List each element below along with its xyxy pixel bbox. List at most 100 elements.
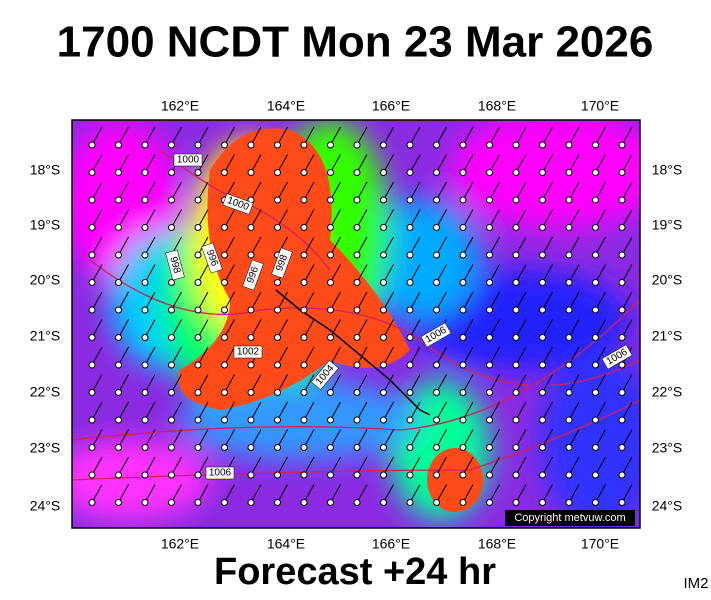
contour-label-box [242, 259, 264, 291]
station [380, 141, 387, 149]
station [353, 499, 361, 506]
station [194, 361, 202, 369]
station [194, 224, 202, 231]
station [353, 306, 361, 314]
station [300, 196, 308, 204]
station [300, 169, 308, 176]
station [274, 389, 281, 396]
station [115, 141, 122, 149]
station [115, 499, 122, 506]
station [88, 224, 96, 231]
latitude-label: 20°S [652, 272, 683, 288]
station [592, 334, 599, 341]
station [115, 471, 122, 479]
station [327, 279, 334, 286]
station [327, 306, 334, 314]
station [459, 471, 467, 479]
station [141, 224, 149, 231]
contour-label: 1006 [205, 466, 235, 480]
station [115, 444, 122, 451]
contour-label-box [420, 322, 452, 348]
station [141, 499, 149, 506]
station [459, 499, 467, 506]
station [274, 141, 281, 149]
station [512, 306, 520, 314]
copyright: Copyright metvuw.com [514, 512, 625, 524]
station [88, 334, 96, 341]
station [433, 251, 440, 259]
image-id: IM2 [683, 575, 708, 592]
station [221, 279, 228, 286]
latitude-label: 21°S [30, 328, 61, 344]
station [512, 416, 520, 424]
station [168, 416, 175, 424]
latitude-label: 23°S [652, 440, 683, 456]
station [141, 141, 149, 149]
station [459, 251, 467, 259]
station [618, 279, 626, 286]
station [539, 306, 546, 314]
latitude-label: 20°S [30, 272, 61, 288]
station [618, 334, 626, 341]
station [486, 416, 493, 424]
station [512, 499, 520, 506]
station [353, 361, 361, 369]
station [618, 389, 626, 396]
station [618, 416, 626, 424]
station [539, 224, 546, 231]
station [274, 499, 281, 506]
station [592, 196, 599, 204]
latitude-label: 18°S [652, 162, 683, 178]
station [512, 251, 520, 259]
latitude-label: 22°S [30, 384, 61, 400]
station [512, 389, 520, 396]
station [459, 306, 467, 314]
station [380, 444, 387, 451]
station [433, 224, 440, 231]
contour-label-box [222, 193, 254, 215]
station [115, 389, 122, 396]
station [300, 471, 308, 479]
station [380, 169, 387, 176]
station [327, 141, 334, 149]
station [115, 169, 122, 176]
title: 1700 NCDT Mon 23 Mar 2026 [57, 18, 654, 67]
station [141, 306, 149, 314]
station [327, 334, 334, 341]
station [592, 251, 599, 259]
station [380, 471, 387, 479]
station [592, 224, 599, 231]
station [221, 251, 228, 259]
contour-label-text: 1000 [177, 155, 200, 166]
contour-label-box [165, 249, 185, 281]
station [512, 444, 520, 451]
station [353, 251, 361, 259]
station [565, 416, 573, 424]
station [327, 389, 334, 396]
station [353, 444, 361, 451]
station [433, 361, 440, 369]
station [486, 141, 493, 149]
station [274, 416, 281, 424]
station [194, 334, 202, 341]
station [194, 499, 202, 506]
longitude-label: 168°E [478, 98, 516, 114]
station [274, 279, 281, 286]
station [115, 361, 122, 369]
station [539, 251, 546, 259]
station [486, 334, 493, 341]
station [406, 444, 414, 451]
station [512, 361, 520, 369]
station [88, 499, 96, 506]
station [565, 334, 573, 341]
station [406, 361, 414, 369]
station [300, 279, 308, 286]
station [406, 169, 414, 176]
latitude-label: 18°S [30, 162, 61, 178]
station [618, 306, 626, 314]
station [88, 361, 96, 369]
station [565, 169, 573, 176]
contour-label: 1000 [173, 153, 203, 167]
map-field [72, 120, 640, 528]
contour-label: 996 [242, 259, 264, 291]
